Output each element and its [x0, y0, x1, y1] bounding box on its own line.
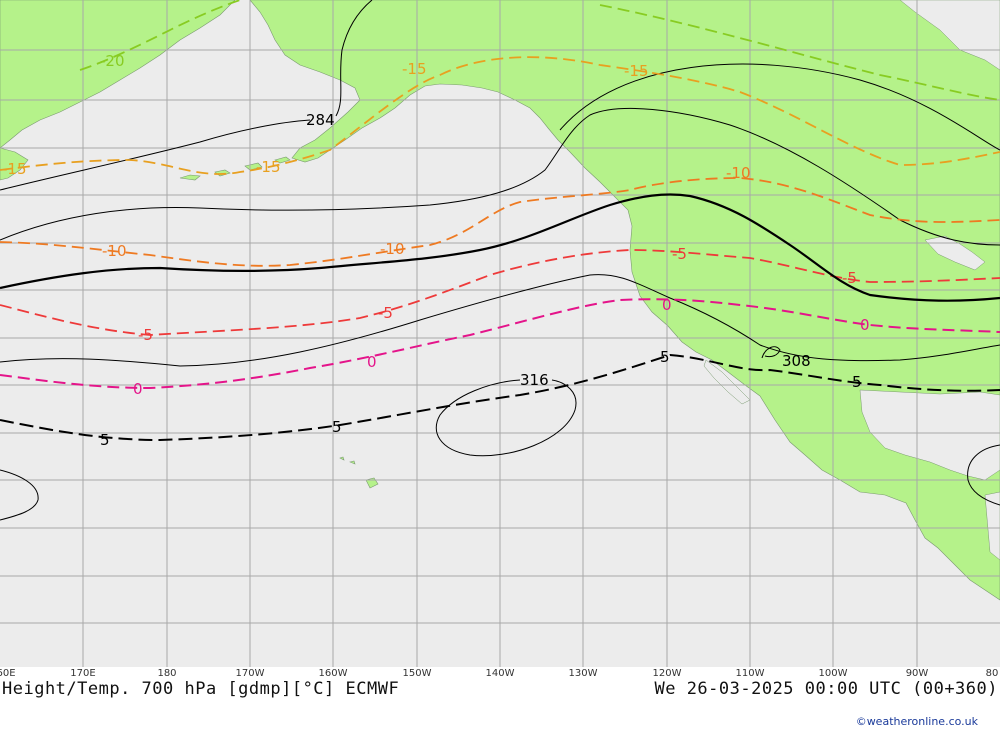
credit-link[interactable]: ©weatheronline.co.uk [855, 715, 978, 728]
isotherm-minus15 [0, 56, 1000, 175]
temp-label-plus5-left: 5 [100, 431, 110, 449]
height-label-284: 284 [306, 111, 335, 129]
lon-label-160w: 160W [318, 668, 348, 679]
lon-label-80w: 80 [985, 668, 999, 679]
hudson-bay [899, 0, 1000, 71]
lon-label-130w: 130W [568, 668, 598, 679]
lon-label-140w: 140W [485, 668, 515, 679]
height-contour-north2 [559, 63, 1000, 151]
lon-label-170e: 170E [70, 668, 96, 679]
temp-label-plus5-mid: 5 [332, 418, 342, 436]
temp-label-minus5-right: -5 [842, 269, 857, 287]
lon-label-100w: 100W [818, 668, 848, 679]
height-contour-316 [435, 379, 577, 457]
temp-label-zero-mid: 0 [367, 353, 377, 371]
temp-label-zero-right: 0 [860, 316, 870, 334]
lon-label-120w: 120W [652, 668, 682, 679]
map-title: Height/Temp. 700 hPa [gdmp][°C] ECMWF [2, 679, 400, 699]
lon-label-110w: 110W [735, 668, 765, 679]
height-contour-se [967, 444, 1000, 506]
north-america-landmass [249, 0, 1000, 601]
temp-label-minus15-canada: -15 [624, 62, 649, 80]
temp-label-minus10-left: -10 [102, 242, 127, 260]
height-contour-bold [0, 193, 1000, 302]
temp-label-zero-left: 0 [133, 380, 143, 398]
aleutian-islands [179, 156, 291, 181]
temp-label-plus5-right: 5 [852, 373, 862, 391]
temp-label-minus15-aleut: -15 [256, 158, 281, 176]
temp-label-minus15-left: -15 [2, 160, 27, 178]
weather-map: 284 316 308 -20 -15 -15 -15 -15 -10 -10 … [0, 0, 1000, 667]
inland-water [703, 0, 1000, 561]
kamchatka-landmass [0, 147, 29, 181]
height-contour-sw [0, 469, 39, 521]
contour-labels: 284 316 308 -20 -15 -15 -15 -15 -10 -10 … [2, 52, 870, 449]
isotherm-zero [0, 298, 1000, 390]
isotherm-minus20 [79, 0, 1000, 101]
temp-label-minus5-coast: -5 [672, 245, 687, 263]
height-label-316: 316 [520, 371, 549, 389]
lon-label-180: 180 [157, 668, 177, 679]
temp-label-zero-coast: 0 [662, 296, 672, 314]
height-contour-308 [761, 346, 781, 359]
height-contour-mid [0, 274, 1000, 367]
height-contour-284 [0, 119, 311, 191]
height-label-308: 308 [782, 352, 811, 370]
isotherm-minus10 [0, 177, 1000, 267]
temp-label-minus5-mid: -5 [378, 304, 393, 322]
caribbean-sea [984, 491, 1000, 561]
temp-label-minus15-alaska: -15 [402, 60, 427, 78]
gulf-of-california [703, 359, 751, 405]
height-contour-284-right [335, 0, 373, 117]
valid-time: We 26-03-2025 00:00 UTC (00+360) [654, 679, 998, 699]
temp-label-plus5-coast: 5 [660, 348, 670, 366]
height-contour-north [0, 108, 1000, 246]
map-footer: 60E 170E 180 170W 160W 150W 140W 130W 12… [0, 667, 1000, 733]
temp-label-minus20-left: -20 [100, 52, 125, 70]
temp-label-minus10-right: -10 [726, 164, 751, 182]
lon-label-150w: 150W [402, 668, 432, 679]
temp-label-minus5-left: -5 [138, 326, 153, 344]
lon-label-60e: 60E [0, 668, 16, 679]
isotherm-plus5 [0, 353, 1000, 442]
lon-label-170w: 170W [235, 668, 265, 679]
height-contours [0, 0, 1000, 521]
lon-label-90w: 90W [905, 668, 929, 679]
siberia-landmass [0, 0, 236, 149]
temp-label-minus10-mid: -10 [380, 240, 405, 258]
isotherm-minus5 [0, 249, 1000, 336]
